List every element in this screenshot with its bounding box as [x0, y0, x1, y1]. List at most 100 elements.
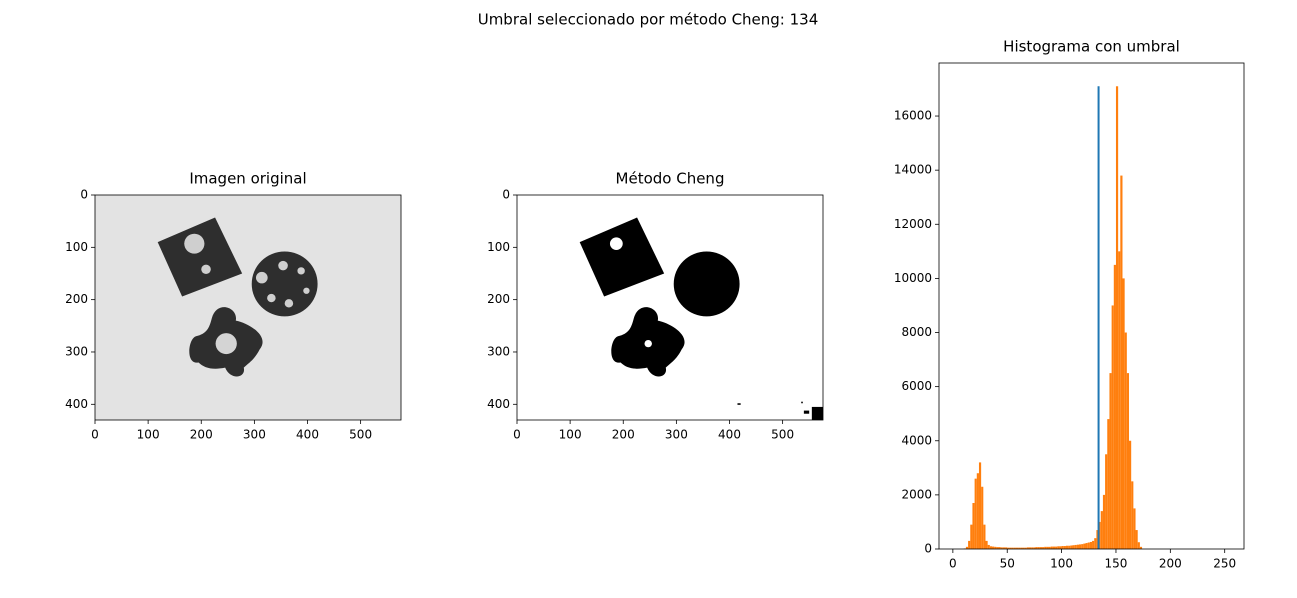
hist-bar: [1037, 547, 1040, 549]
hist-bar: [996, 547, 999, 549]
y-tick-label: 300: [487, 344, 510, 358]
hist-bar: [1081, 544, 1084, 549]
hist-bar: [1085, 543, 1088, 549]
y-tick-label: 14000: [894, 163, 932, 177]
x-tick-label: 200: [190, 428, 213, 442]
hist-bar: [1087, 542, 1090, 549]
y-tick-label: 2000: [901, 487, 932, 501]
y-tick-label: 400: [487, 397, 510, 411]
hist-bar: [1074, 544, 1077, 549]
hist-bar: [1124, 332, 1127, 549]
hist-bar: [1133, 508, 1136, 549]
hist-bar: [981, 486, 984, 549]
hist-bar: [968, 540, 971, 549]
y-tick-label: 10000: [894, 271, 932, 285]
hist-bar: [985, 540, 988, 549]
hist-bar: [1048, 546, 1051, 549]
hist-bar: [1111, 305, 1114, 549]
hist-bar: [1050, 546, 1053, 549]
hist-bar: [1135, 530, 1138, 549]
hist-bar: [1113, 264, 1116, 549]
hist-bar: [1046, 546, 1049, 549]
x-tick-label: 500: [771, 428, 794, 442]
hist-bar: [992, 546, 995, 549]
hist-bar: [1015, 547, 1019, 549]
hist-bar: [1031, 547, 1034, 549]
y-tick-label: 12000: [894, 217, 932, 231]
hist-bar: [1092, 540, 1095, 549]
hist-bar: [1102, 494, 1106, 549]
x-tick-label: 400: [718, 428, 741, 442]
hist-bar: [1007, 547, 1010, 549]
axes-title: Imagen original: [189, 170, 306, 188]
hist-bar: [1096, 530, 1099, 549]
hist-bar: [970, 524, 973, 549]
hist-bar: [1059, 546, 1062, 549]
hist-bar: [1061, 546, 1064, 549]
y-tick-label: 0: [924, 542, 932, 556]
hist-bar: [974, 478, 977, 549]
hist-bar: [1018, 547, 1021, 549]
hist-bar: [972, 502, 975, 549]
hist-bar: [1055, 546, 1058, 549]
hist-bar: [983, 524, 986, 549]
hist-bar: [1107, 419, 1110, 549]
hist-bar: [1105, 454, 1108, 549]
hist-bar: [1011, 547, 1014, 549]
hist-bar: [1028, 547, 1032, 549]
y-tick-label: 200: [487, 292, 510, 306]
hist-bar: [1094, 538, 1097, 549]
hist-bar: [1118, 251, 1121, 549]
hist-bar: [1009, 547, 1012, 549]
hist-bar: [1024, 547, 1027, 549]
hist-bar: [1120, 175, 1123, 549]
hist-bar: [1109, 373, 1112, 549]
hist-bar: [1100, 511, 1103, 549]
hist-bar: [1026, 547, 1029, 549]
x-tick-label: 100: [559, 428, 582, 442]
x-tick-label: 50: [1000, 557, 1015, 571]
x-tick-label: 250: [1213, 557, 1236, 571]
hist-bar: [1039, 547, 1043, 549]
hist-bar: [998, 547, 1001, 549]
hist-bar: [965, 546, 969, 549]
hist-bar: [1022, 547, 1025, 549]
hist-bar: [1070, 545, 1073, 549]
hist-bar: [1078, 544, 1082, 549]
hist-bar: [1000, 547, 1003, 549]
hist-bar: [1033, 547, 1036, 549]
x-tick-label: 150: [1105, 557, 1128, 571]
hist-bar: [994, 546, 997, 549]
x-tick-label: 300: [665, 428, 688, 442]
hist-bar: [1126, 373, 1130, 549]
hist-bar: [1098, 521, 1101, 549]
hist-bar: [1065, 545, 1069, 549]
hist-bar: [1035, 547, 1038, 549]
hist-bar: [1083, 543, 1086, 549]
x-tick-label: 100: [1050, 557, 1073, 571]
y-tick-label: 0: [80, 188, 88, 202]
x-tick-label: 200: [1159, 557, 1182, 571]
x-tick-label: 200: [612, 428, 635, 442]
hist-bar: [1131, 481, 1134, 549]
hist-bar: [1122, 278, 1125, 549]
hist-bar: [976, 473, 979, 549]
y-tick-label: 16000: [894, 109, 932, 123]
hist-bar: [1139, 546, 1143, 549]
x-tick-label: 0: [91, 428, 99, 442]
x-tick-label: 400: [296, 428, 319, 442]
y-tick-label: 8000: [901, 325, 932, 339]
hist-bar: [978, 462, 982, 549]
hist-bar: [989, 546, 993, 549]
hist-bar: [1020, 547, 1023, 549]
hist-bar: [1068, 545, 1071, 549]
figure-title: Umbral seleccionado por método Cheng: 13…: [478, 11, 819, 29]
x-tick-label: 0: [949, 557, 957, 571]
axes-title: Histograma con umbral: [1003, 38, 1180, 56]
axes-frame: [938, 62, 1245, 550]
hist-bar: [1042, 547, 1045, 549]
hist-bar: [1044, 546, 1047, 549]
hist-bar: [1089, 541, 1093, 549]
y-tick-label: 400: [65, 397, 88, 411]
